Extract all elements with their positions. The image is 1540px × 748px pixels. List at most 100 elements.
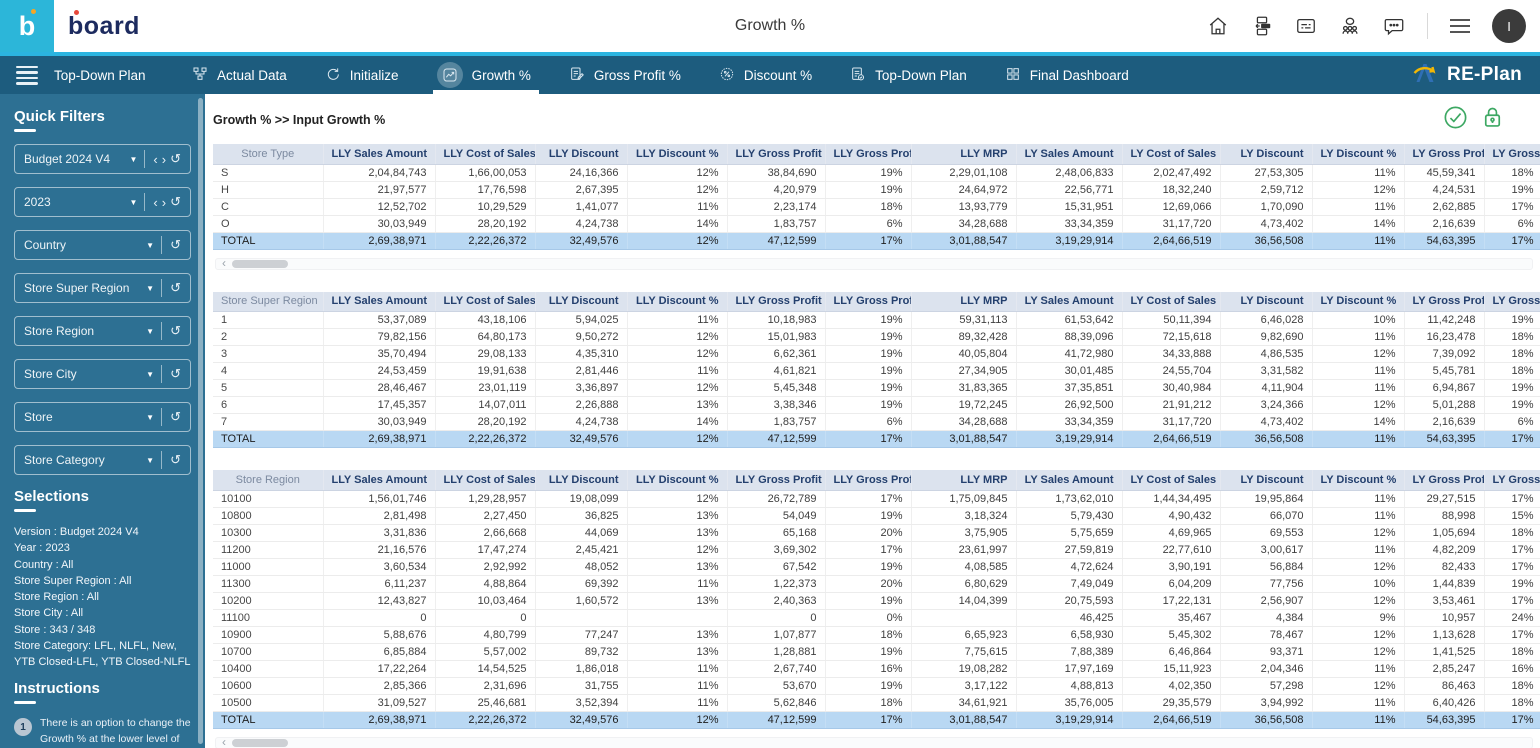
data-cell[interactable]: 1,83,757 — [727, 215, 826, 233]
data-cell[interactable]: 3,38,346 — [727, 396, 826, 414]
data-cell[interactable]: 12% — [627, 328, 728, 346]
data-cell[interactable]: 9,82,690 — [1220, 328, 1313, 346]
data-cell[interactable]: 11% — [1312, 328, 1405, 346]
data-cell[interactable]: 19% — [825, 164, 912, 182]
data-cell[interactable]: 14,54,525 — [435, 660, 536, 678]
data-cell[interactable]: 10% — [1312, 311, 1405, 329]
data-cell[interactable]: 41,72,980 — [1016, 345, 1123, 363]
data-cell[interactable]: 13% — [627, 558, 728, 576]
data-cell[interactable]: 12% — [1312, 643, 1405, 661]
prev-icon[interactable]: ‹ — [153, 151, 158, 167]
data-cell[interactable]: 6% — [1484, 413, 1540, 431]
data-cell[interactable]: 1,41,077 — [535, 198, 628, 216]
data-cell[interactable]: 27,53,305 — [1220, 164, 1313, 182]
data-cell[interactable]: 2,40,363 — [727, 592, 826, 610]
data-cell[interactable]: 19% — [825, 181, 912, 199]
chat-icon[interactable] — [1383, 15, 1405, 37]
data-cell[interactable]: 14,04,399 — [911, 592, 1017, 610]
data-cell[interactable]: 4,02,350 — [1122, 677, 1221, 695]
data-cell[interactable]: 4,88,813 — [1016, 677, 1123, 695]
data-cell[interactable]: 19% — [1484, 575, 1540, 593]
data-cell[interactable]: 11% — [627, 677, 728, 695]
data-cell[interactable]: 15% — [1484, 507, 1540, 525]
data-cell[interactable]: 24,64,972 — [911, 181, 1017, 199]
data-cell[interactable]: 19% — [825, 558, 912, 576]
data-cell[interactable]: 2,85,366 — [323, 677, 436, 695]
data-cell[interactable]: 19% — [1484, 311, 1540, 329]
filter-store-category[interactable]: Store Category ▼ ↺ — [14, 445, 191, 475]
scroll-left-icon[interactable]: ‹ — [222, 255, 226, 270]
reset-icon[interactable]: ↺ — [170, 280, 181, 295]
data-cell[interactable]: 13% — [627, 524, 728, 542]
data-cell[interactable]: 26,72,789 — [727, 490, 826, 508]
data-cell[interactable]: 12% — [627, 379, 728, 397]
data-cell[interactable]: 3,17,122 — [911, 677, 1017, 695]
data-cell[interactable]: 4,80,799 — [435, 626, 536, 644]
data-cell[interactable]: 12% — [627, 164, 728, 182]
filter-store[interactable]: Store ▼ ↺ — [14, 402, 191, 432]
data-cell[interactable]: 67,542 — [727, 558, 826, 576]
data-cell[interactable]: 14% — [627, 413, 728, 431]
data-cell[interactable]: 2,85,247 — [1404, 660, 1485, 678]
data-cell[interactable]: 3,00,617 — [1220, 541, 1313, 559]
data-cell[interactable]: 1,75,09,845 — [911, 490, 1017, 508]
data-cell[interactable]: 14% — [1312, 215, 1405, 233]
data-cell[interactable]: 1,44,34,495 — [1122, 490, 1221, 508]
data-cell[interactable]: 6,58,930 — [1016, 626, 1123, 644]
data-cell[interactable]: 5,94,025 — [535, 311, 628, 329]
data-cell[interactable]: 17% — [1484, 626, 1540, 644]
data-cell[interactable]: 31,09,527 — [323, 694, 436, 712]
data-cell[interactable]: 13% — [627, 396, 728, 414]
nav-hamburger-icon[interactable] — [16, 65, 38, 85]
data-cell[interactable]: 19% — [825, 379, 912, 397]
data-cell[interactable]: 3,31,582 — [1220, 362, 1313, 380]
data-cell[interactable]: 1,73,62,010 — [1016, 490, 1123, 508]
data-cell[interactable]: 69,392 — [535, 575, 628, 593]
screens-icon[interactable] — [1251, 15, 1273, 37]
reset-icon[interactable]: ↺ — [170, 194, 181, 209]
data-cell[interactable]: 31,83,365 — [911, 379, 1017, 397]
data-cell[interactable]: 18% — [1484, 524, 1540, 542]
data-cell[interactable]: 11% — [1312, 660, 1405, 678]
data-cell[interactable]: 3,94,992 — [1220, 694, 1313, 712]
data-cell[interactable]: 12% — [627, 541, 728, 559]
data-cell[interactable]: 1,83,757 — [727, 413, 826, 431]
data-cell[interactable]: 77,247 — [535, 626, 628, 644]
data-cell[interactable]: 33,34,359 — [1016, 413, 1123, 431]
lock-icon[interactable] — [1479, 104, 1506, 136]
data-cell[interactable]: 6,94,867 — [1404, 379, 1485, 397]
data-cell[interactable]: 11% — [1312, 198, 1405, 216]
data-cell[interactable]: 2,02,47,492 — [1122, 164, 1221, 182]
data-cell[interactable]: 30,40,984 — [1122, 379, 1221, 397]
data-cell[interactable]: 11% — [1312, 164, 1405, 182]
data-cell[interactable]: 18% — [1484, 362, 1540, 380]
data-cell[interactable] — [535, 609, 628, 627]
data-cell[interactable]: 4,73,402 — [1220, 413, 1313, 431]
data-cell[interactable]: 28,20,192 — [435, 413, 536, 431]
data-cell[interactable]: 5,45,781 — [1404, 362, 1485, 380]
data-cell[interactable]: 18% — [825, 198, 912, 216]
data-cell[interactable]: 4,20,979 — [727, 181, 826, 199]
data-cell[interactable]: 12% — [1312, 181, 1405, 199]
data-cell[interactable]: 5,62,846 — [727, 694, 826, 712]
data-cell[interactable]: 3,52,394 — [535, 694, 628, 712]
data-cell[interactable]: 6,80,629 — [911, 575, 1017, 593]
data-cell[interactable]: 11% — [627, 694, 728, 712]
data-cell[interactable]: 18% — [825, 626, 912, 644]
data-cell[interactable]: 1,07,877 — [727, 626, 826, 644]
data-cell[interactable]: 1,86,018 — [535, 660, 628, 678]
data-cell[interactable]: 6,62,361 — [727, 345, 826, 363]
data-cell[interactable]: 29,35,579 — [1122, 694, 1221, 712]
data-cell[interactable]: 11,42,248 — [1404, 311, 1485, 329]
data-cell[interactable]: 12% — [1312, 396, 1405, 414]
data-cell[interactable]: 6,65,923 — [911, 626, 1017, 644]
data-cell[interactable]: 0 — [727, 609, 826, 627]
data-cell[interactable]: 6,04,209 — [1122, 575, 1221, 593]
data-cell[interactable]: 11% — [1312, 694, 1405, 712]
filter-country[interactable]: Country ▼ ↺ — [14, 230, 191, 260]
data-cell[interactable]: 28,46,467 — [323, 379, 436, 397]
data-cell[interactable]: 16% — [1484, 660, 1540, 678]
data-cell[interactable]: 4,90,432 — [1122, 507, 1221, 525]
data-cell[interactable]: 77,756 — [1220, 575, 1313, 593]
data-cell[interactable]: 34,28,688 — [911, 413, 1017, 431]
